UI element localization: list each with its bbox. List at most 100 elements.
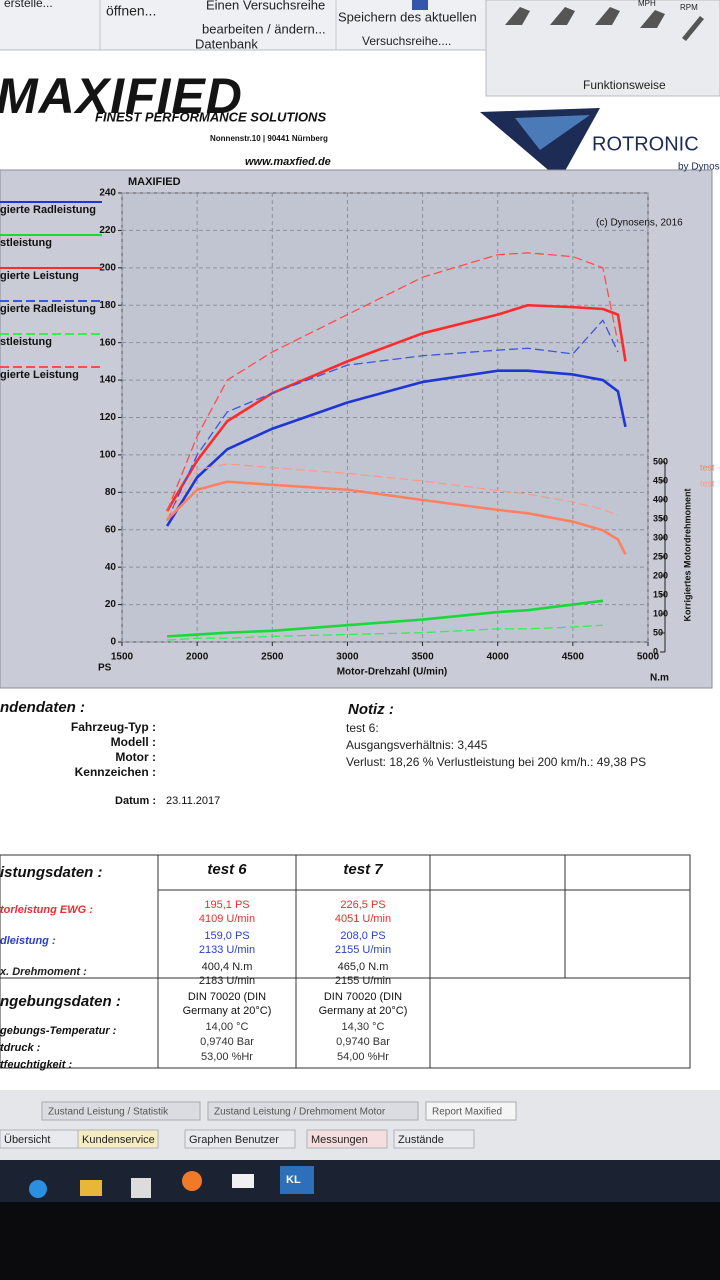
- cell: 400,4 N.m: [202, 961, 253, 973]
- partner-sub: by Dynos: [678, 162, 720, 173]
- results-table: [0, 854, 691, 1069]
- y-unit: PS: [98, 663, 112, 674]
- tab[interactable]: [207, 1101, 419, 1121]
- button[interactable]: [393, 1129, 475, 1149]
- data-line: [165, 303, 627, 512]
- y2-tick-label: 200: [653, 570, 668, 580]
- edge-icon[interactable]: [29, 1180, 47, 1198]
- copyright: (c) Dynosens, 2016: [596, 218, 683, 229]
- y-tick-label: 200: [99, 262, 116, 273]
- button[interactable]: [77, 1129, 159, 1149]
- row-label: tfeuchtigkeit :: [0, 1059, 72, 1071]
- tab-bar: [0, 1090, 720, 1160]
- y-tick-label: 140: [99, 375, 116, 386]
- data-line: [166, 463, 619, 519]
- legend-label: stleistung: [0, 237, 52, 249]
- section-title: Notiz :: [348, 701, 394, 718]
- tab-label: Zustand Leistung / Drehmoment Motor: [214, 1107, 386, 1118]
- cell: Germany at 20°C): [319, 1005, 408, 1017]
- gauge-icon[interactable]: [640, 10, 665, 28]
- note: test 6:: [346, 721, 379, 735]
- note: Ausgangsverhältnis: 3,445: [346, 738, 488, 752]
- gauge-icon[interactable]: [550, 7, 575, 25]
- brand: MAXIFIED: [0, 68, 243, 124]
- firefox-icon[interactable]: [182, 1171, 202, 1191]
- tab-label: Report Maxified: [432, 1107, 502, 1118]
- cell: 0,9740 Bar: [336, 1036, 390, 1048]
- data-line: [166, 252, 619, 512]
- y2-tick-label: 250: [653, 551, 668, 561]
- button[interactable]: [306, 1129, 388, 1149]
- toolbar-label: bearbeiten / ändern...: [202, 21, 326, 36]
- y2-tick-label: 450: [653, 475, 668, 485]
- gauge-icon[interactable]: [682, 16, 704, 41]
- bezel: [0, 1202, 720, 1280]
- toolbar-label: RPM: [680, 3, 698, 12]
- field-label: Motor :: [115, 750, 156, 764]
- field-label: Fahrzeug-Typ :: [71, 720, 156, 734]
- y-tick-label: 120: [99, 412, 116, 423]
- column-header: test 7: [343, 861, 383, 878]
- cell: 0,9740 Bar: [200, 1036, 254, 1048]
- cell: 465,0 N.m: [338, 961, 389, 973]
- taskbar-label: KL: [286, 1174, 301, 1186]
- toolbar-label: Versuchsreihe....: [362, 34, 451, 48]
- mail-icon[interactable]: [232, 1174, 254, 1188]
- y-tick-label: 160: [99, 337, 116, 348]
- y2-unit: N.m: [650, 673, 669, 684]
- section-title: ndendaten :: [0, 699, 85, 716]
- x-tick-label: 2500: [261, 652, 284, 663]
- tab[interactable]: [425, 1101, 517, 1121]
- save-icon: [412, 0, 428, 10]
- cell: 226,5 PS: [340, 899, 385, 911]
- data-line: [165, 369, 627, 527]
- field-label: Datum :: [115, 795, 156, 807]
- tab[interactable]: [41, 1101, 201, 1121]
- explorer-icon[interactable]: [80, 1180, 102, 1196]
- y2-tick-label: 350: [653, 513, 668, 523]
- toolbar-label: MPH: [638, 0, 656, 8]
- field-label: Kennzeichen :: [75, 765, 156, 779]
- cell: 4051 U/min: [335, 913, 391, 925]
- cell: 54,00 %Hr: [337, 1051, 389, 1063]
- cell: 159,0 PS: [204, 930, 249, 942]
- taskbar-icons: [29, 1166, 314, 1198]
- y2-label: Korrigiertes Motordrehmoment: [682, 488, 692, 621]
- data-line: [166, 319, 619, 521]
- y-tick-label: 100: [99, 450, 116, 461]
- cell: 53,00 %Hr: [201, 1051, 253, 1063]
- toolbar-label: erstelle...: [4, 0, 53, 10]
- data-line: [167, 624, 603, 641]
- store-icon[interactable]: [131, 1178, 151, 1198]
- legend-label: gierte Radleistung: [0, 303, 96, 315]
- y2-tick-label: 0: [653, 646, 658, 656]
- cell: 4109 U/min: [199, 913, 255, 925]
- cell: DIN 70020 (DIN: [324, 991, 402, 1003]
- x-tick-label: 5000: [637, 652, 660, 663]
- data-line: [167, 599, 604, 638]
- button[interactable]: [184, 1129, 296, 1149]
- gauge-icon[interactable]: [595, 7, 620, 25]
- y-tick-label: 0: [110, 637, 116, 648]
- x-tick-label: 2000: [186, 652, 209, 663]
- gauge-icon[interactable]: [505, 7, 530, 25]
- y2-tick-label: 300: [653, 532, 668, 542]
- toolbar-label: Einen Versuchsreihe: [206, 0, 325, 12]
- y2-tick-label: 100: [653, 608, 668, 618]
- button-label: Messungen: [311, 1134, 368, 1146]
- row-label: x. Drehmoment :: [0, 966, 87, 978]
- address: Nonnenstr.10 | 90441 Nürnberg: [210, 134, 328, 143]
- app-icon[interactable]: [280, 1166, 314, 1194]
- x-tick-label: 3500: [411, 652, 434, 663]
- x-tick-label: 4000: [487, 652, 510, 663]
- section-title: ngebungsdaten :: [0, 993, 121, 1010]
- partner-logo-accent: [515, 115, 590, 150]
- tagline: FINEST PERFORMANCE SOLUTIONS: [95, 109, 326, 124]
- button-label: Kundenservice: [82, 1134, 155, 1146]
- legend-label: test: [700, 462, 715, 472]
- y2-tick-label: 50: [653, 627, 663, 637]
- date: 23.11.2017: [166, 795, 220, 807]
- y-tick-label: 80: [105, 487, 117, 498]
- toolbar-icons: [505, 7, 704, 41]
